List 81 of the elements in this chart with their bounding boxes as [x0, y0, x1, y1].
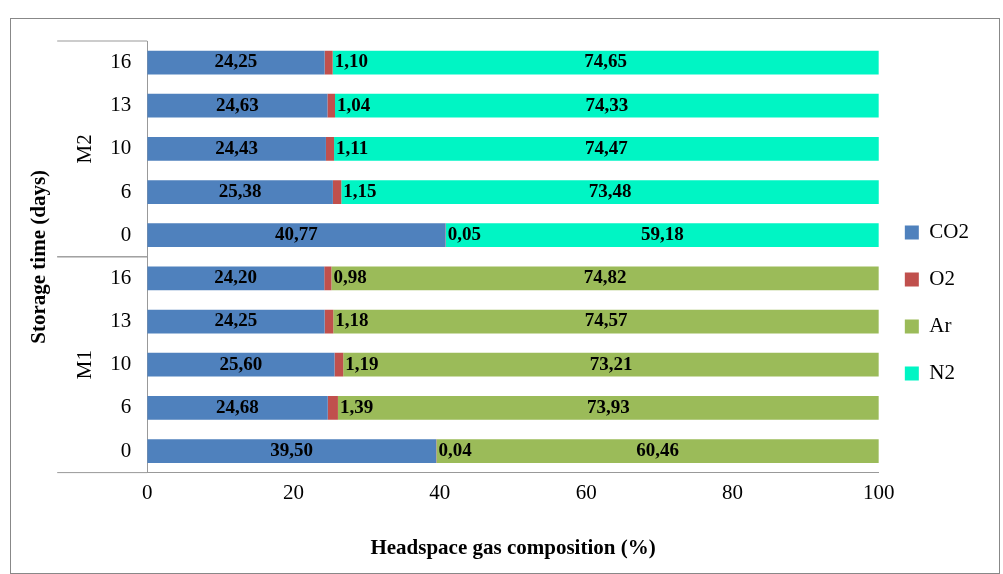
data-label: 1,19: [345, 352, 379, 374]
bar: [325, 137, 335, 161]
data-label: 0,98: [333, 266, 367, 288]
y-tick-label: 0: [120, 221, 132, 246]
bar: [147, 309, 325, 334]
bar: [332, 180, 342, 204]
text: M1: [71, 350, 96, 380]
bar: [341, 180, 879, 204]
bar: [334, 137, 879, 161]
bar: [335, 93, 879, 118]
bar: [445, 223, 879, 248]
bar: [324, 309, 334, 334]
y-tick-label: 6: [120, 178, 132, 203]
data-label: 1,39: [339, 395, 374, 417]
data-label: 73,93: [587, 395, 630, 417]
bar: [332, 50, 879, 75]
data-label: 40,77: [274, 223, 319, 245]
bar: [327, 395, 338, 420]
data-label: 0,04: [438, 438, 473, 460]
y-tick-label: 10: [110, 135, 132, 160]
bar: [147, 137, 326, 161]
x-tick-label: 20: [283, 479, 305, 504]
data-label: 24,25: [214, 309, 258, 331]
text: M2: [71, 134, 96, 164]
x-tick-label: 80: [722, 479, 743, 504]
bar: [436, 439, 879, 463]
y-tick-label: 10: [110, 351, 132, 376]
legend-label: N2: [929, 360, 955, 385]
bar: [331, 266, 879, 291]
bar: [147, 93, 328, 118]
data-label: 39,50: [270, 438, 314, 460]
legend-label: O2: [929, 266, 955, 291]
bar: [337, 395, 879, 420]
data-label: 73,21: [589, 352, 633, 374]
y-tick-label: 13: [110, 308, 132, 333]
bar: [147, 50, 325, 75]
x-tick-label: 0: [141, 479, 153, 504]
data-label: 1,04: [337, 93, 371, 115]
y-tick-label: 13: [110, 92, 132, 117]
bar: [324, 266, 332, 291]
y-tick-label: 16: [110, 49, 132, 74]
bar: [324, 50, 333, 75]
data-label: 1,15: [343, 179, 377, 201]
data-label: 60,46: [636, 438, 680, 460]
data-label: 74,57: [584, 309, 628, 331]
data-label: 0,05: [447, 223, 482, 245]
x-tick-label: 100: [863, 479, 895, 504]
data-label: 59,18: [640, 223, 684, 245]
data-label: 74,82: [583, 266, 627, 288]
data-label: 1,11: [336, 136, 369, 158]
data-label: 24,68: [216, 395, 259, 417]
data-label: 24,20: [214, 266, 258, 288]
y-axis-title: Storage time (days): [26, 169, 51, 344]
x-axis-title: Headspace gas composition (%): [370, 534, 656, 559]
y-tick-label: 0: [120, 437, 132, 462]
data-label: 24,25: [214, 50, 258, 72]
legend-label: Ar: [929, 313, 952, 338]
bar: [147, 439, 437, 463]
y-tick-label: 6: [120, 394, 132, 419]
bar: [147, 352, 335, 377]
data-label: 25,60: [219, 352, 263, 374]
bar: [147, 395, 328, 420]
data-label: 1,10: [334, 50, 368, 72]
data-label: 24,63: [215, 93, 259, 115]
x-tick-label: 60: [575, 479, 597, 504]
bar: [343, 352, 879, 377]
y-tick-label: 16: [110, 264, 132, 289]
data-label: 74,33: [585, 93, 629, 115]
data-label: 25,38: [218, 179, 262, 201]
data-label: 1,18: [335, 309, 369, 331]
x-tick-label: 40: [429, 479, 451, 504]
data-label: 74,47: [585, 136, 629, 158]
data-label: 73,48: [588, 179, 632, 201]
legend-label: CO2: [929, 219, 970, 244]
bar: [327, 93, 336, 118]
data-label: 74,65: [584, 50, 628, 72]
data-label: 24,43: [215, 136, 258, 158]
bar: [333, 309, 879, 334]
bar: [334, 352, 344, 377]
bar: [147, 180, 333, 204]
bar: [147, 223, 446, 248]
